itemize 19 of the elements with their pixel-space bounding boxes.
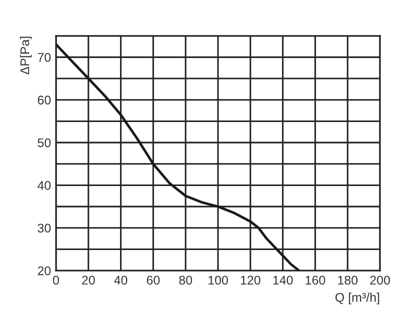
x-axis-title: Q [m³/h] bbox=[335, 292, 380, 304]
x-tick-label: 20 bbox=[82, 276, 95, 285]
x-tick-label: 180 bbox=[338, 276, 358, 285]
x-tick-label: 40 bbox=[114, 276, 128, 285]
x-tick-label: 80 bbox=[179, 276, 192, 285]
y-tick-label: 20 bbox=[38, 266, 51, 276]
y-tick-label: 60 bbox=[38, 96, 51, 105]
x-tick-label: 140 bbox=[273, 276, 293, 285]
y-tick-label: 40 bbox=[38, 181, 51, 190]
y-axis-title: ΔP[Pa] bbox=[20, 36, 32, 74]
y-tick-label: 30 bbox=[38, 224, 51, 233]
x-tick-label: 100 bbox=[208, 276, 228, 285]
y-tick-label: 50 bbox=[38, 138, 51, 148]
x-tick-label: 160 bbox=[306, 276, 326, 285]
x-tick-label: 60 bbox=[146, 276, 160, 285]
x-tick-label: 120 bbox=[240, 276, 260, 285]
x-tick-label: 0 bbox=[53, 276, 59, 285]
x-tick-label: 200 bbox=[370, 276, 390, 285]
y-tick-label: 70 bbox=[38, 53, 51, 62]
